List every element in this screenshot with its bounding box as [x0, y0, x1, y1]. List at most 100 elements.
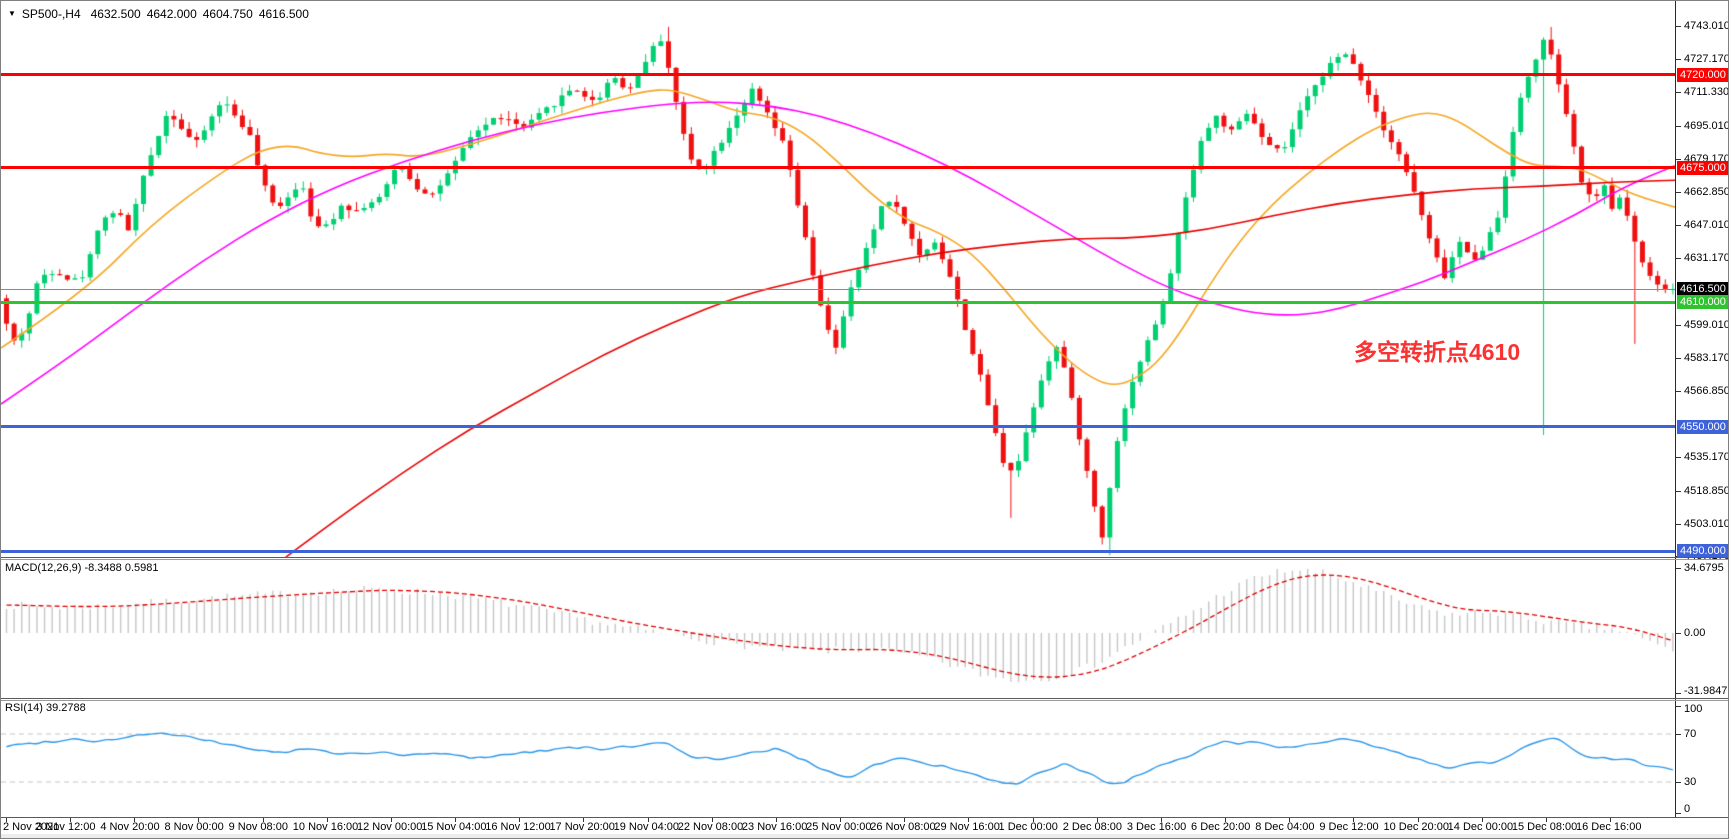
x-axis-time-label: 19 Nov 04:00 [613, 821, 680, 833]
level-badge-support-4490: 4490.000 [1677, 544, 1728, 559]
x-axis-time-label: 16 Dec 16:00 [1576, 821, 1642, 833]
macd-indicator-label: MACD(12,26,9) -8.3488 0.5981 [5, 562, 159, 574]
x-axis-time-label: 6 Dec 20:00 [1191, 821, 1251, 833]
x-axis-time-label: 22 Nov 08:00 [677, 821, 744, 833]
x-axis-tick [711, 818, 713, 822]
x-axis-time-label: 8 Nov 00:00 [164, 821, 224, 833]
level-badge-pivot-4610: 4610.000 [1677, 295, 1728, 310]
x-axis-border [1, 817, 1728, 818]
y-axis-price-label: 4727.170 [1684, 53, 1729, 66]
open-value: 4632.500 [90, 7, 141, 21]
x-axis-tick [198, 818, 200, 822]
x-axis-tick [904, 818, 906, 822]
x-axis-time-label: 25 Nov 00:00 [806, 821, 872, 833]
y-axis-tick [1676, 26, 1681, 28]
y-axis-price-label: 4566.850 [1684, 385, 1729, 398]
x-axis-tick [70, 818, 72, 822]
x-axis-tick [326, 818, 328, 822]
x-axis-tick [1353, 818, 1355, 822]
y-axis-price-label: 4583.170 [1684, 351, 1729, 364]
x-axis-tick [1417, 818, 1419, 822]
rsi-axis-tick [1676, 733, 1681, 735]
level-line-support-4550[interactable] [1, 425, 1675, 429]
macd-axis-label: 34.6795 [1684, 562, 1724, 574]
panel-divider[interactable] [1, 557, 1728, 558]
panel-divider-shade [1, 559, 1728, 560]
x-axis-tick [840, 818, 842, 822]
x-axis-tick [583, 818, 585, 822]
rsi-axis-tick [1676, 812, 1681, 814]
x-axis-tick [455, 818, 457, 822]
collapse-triangle-icon[interactable]: ▼ [8, 9, 16, 18]
y-axis-tick [1676, 391, 1681, 393]
x-axis-time-label: 17 Nov 20:00 [549, 821, 615, 833]
x-axis-tick [1545, 818, 1547, 822]
y-axis-tick [1676, 192, 1681, 194]
panel-divider-shade [1, 700, 1728, 701]
y-axis-tick [1676, 158, 1681, 160]
y-axis-tick [1676, 523, 1681, 525]
level-line-pivot-4610[interactable] [1, 300, 1675, 304]
x-axis-tick [1289, 818, 1291, 822]
candlestick-chart-canvas[interactable] [1, 1, 1675, 558]
y-axis-price-label: 4599.010 [1684, 318, 1729, 331]
x-axis-tick [134, 818, 136, 822]
low-value: 4604.750 [202, 7, 253, 21]
level-badge-current-price: 4616.500 [1677, 282, 1728, 296]
y-axis-price-label: 4695.010 [1684, 119, 1729, 132]
x-axis-time-label: 8 Dec 04:00 [1255, 821, 1315, 833]
rsi-axis-label: 30 [1684, 775, 1697, 788]
x-axis-tick [6, 818, 7, 822]
y-axis-price-label: 4631.170 [1684, 252, 1729, 265]
macd-axis-tick [1676, 567, 1681, 569]
annotation-text[interactable]: 多空转折点4610 [1354, 339, 1521, 365]
macd-indicator-canvas[interactable] [1, 560, 1675, 698]
x-axis-time-label: 15 Dec 08:00 [1511, 821, 1578, 833]
x-axis-time-label: 16 Nov 12:00 [485, 821, 551, 833]
y-axis-price-label: 4743.010 [1684, 20, 1729, 33]
x-axis-time-label: 2 Nov 2021 [3, 821, 60, 833]
y-axis-price-label: 4535.170 [1684, 450, 1729, 463]
panel-divider[interactable] [1, 698, 1728, 699]
x-axis-tick [1032, 818, 1034, 822]
x-axis-time-label: 1 Dec 00:00 [998, 821, 1058, 833]
y-axis-tick [1676, 225, 1681, 227]
level-line-resistance-4720[interactable] [1, 73, 1675, 77]
x-axis-time-label: 14 Dec 00:00 [1447, 821, 1514, 833]
rsi-indicator-canvas[interactable] [1, 701, 1675, 817]
x-axis-time-label: 3 Nov 12:00 [36, 821, 96, 833]
level-badge-support-4550: 4550.000 [1677, 419, 1728, 434]
x-axis-tick [1610, 818, 1611, 822]
chart-ohlc-readout: ▼ SP500-,H4 4632.500 4642.000 4604.750 4616.5… [8, 7, 315, 21]
x-axis-tick [262, 818, 264, 822]
y-axis-tick [1676, 258, 1681, 260]
macd-axis-label: -31.9847 [1684, 685, 1728, 697]
level-line-current-price[interactable] [1, 288, 1675, 290]
x-axis-time-label: 15 Nov 04:00 [421, 821, 487, 833]
y-axis-price-label: 4518.850 [1684, 484, 1729, 497]
y-axis-price-label: 4647.010 [1684, 219, 1729, 232]
y-axis-price-label: 4662.850 [1684, 186, 1729, 199]
macd-axis-label: 0.00 [1684, 626, 1706, 639]
x-axis-time-label: 4 Nov 20:00 [100, 821, 160, 833]
level-line-support-4490[interactable] [1, 549, 1675, 553]
x-axis-tick [390, 818, 392, 822]
x-axis-time-label: 9 Nov 08:00 [228, 821, 288, 833]
y-axis-tick [1676, 324, 1681, 326]
level-line-resistance-4675[interactable] [1, 166, 1675, 170]
y-axis-tick [1676, 490, 1681, 492]
x-axis-tick [968, 818, 970, 822]
y-axis-price-label: 4711.330 [1684, 86, 1729, 99]
x-axis-tick [1225, 818, 1227, 822]
rsi-indicator-label: RSI(14) 39.2788 [5, 702, 86, 714]
x-axis-time-label: 10 Nov 16:00 [292, 821, 359, 833]
level-badge-resistance-4675: 4675.000 [1677, 160, 1728, 175]
y-axis-border [1675, 1, 1676, 818]
rsi-axis-label: 70 [1684, 727, 1697, 740]
x-axis-tick [1160, 818, 1162, 822]
window-bottom-strip [1, 834, 1728, 838]
x-axis-tick [1481, 818, 1483, 822]
symbol-timeframe-label: SP500-,H4 [21, 7, 81, 21]
x-axis-time-label: 12 Nov 00:00 [356, 821, 423, 833]
